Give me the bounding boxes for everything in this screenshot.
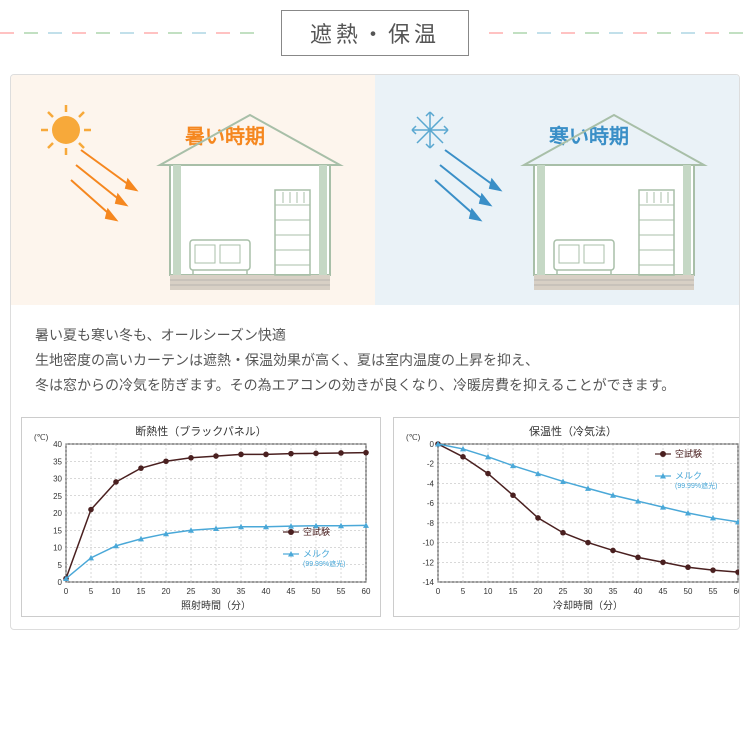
svg-text:25: 25 xyxy=(53,491,62,500)
svg-text:20: 20 xyxy=(534,587,543,596)
svg-text:10: 10 xyxy=(484,587,493,596)
svg-text:5: 5 xyxy=(461,587,466,596)
svg-text:30: 30 xyxy=(212,587,221,596)
svg-text:55: 55 xyxy=(709,587,718,596)
svg-text:照射時間（分）: 照射時間（分） xyxy=(181,600,251,612)
desc-line-1: 暑い夏も寒い冬も、オールシーズン快適 xyxy=(35,323,715,348)
charts-row: 断熱性（ブラックパネル） (℃) 0 5 10 15 20 25 30 35 40 0 5 10 15 20 2… xyxy=(11,417,739,629)
svg-text:空試験: 空試験 xyxy=(303,526,330,537)
svg-text:55: 55 xyxy=(337,587,346,596)
house-hot-illustration xyxy=(145,110,355,295)
svg-text:40: 40 xyxy=(53,440,62,449)
svg-text:(99.99%遮光): (99.99%遮光) xyxy=(675,481,717,490)
svg-text:20: 20 xyxy=(53,509,62,518)
seasons-row: 暑い時期 xyxy=(11,75,739,305)
svg-text:30: 30 xyxy=(584,587,593,596)
svg-text:45: 45 xyxy=(287,587,296,596)
insulation-chart: 断熱性（ブラックパネル） (℃) 0 5 10 15 20 25 30 35 40 0 5 10 15 20 2… xyxy=(21,417,381,617)
svg-text:冷却時間（分）: 冷却時間（分） xyxy=(553,599,623,612)
decorative-dashes-left xyxy=(0,32,261,34)
svg-text:メルク: メルク xyxy=(303,549,330,559)
svg-text:35: 35 xyxy=(609,587,618,596)
svg-text:(℃): (℃) xyxy=(406,433,421,442)
svg-text:0: 0 xyxy=(58,578,63,587)
description-block: 暑い夏も寒い冬も、オールシーズン快適 生地密度の高いカーテンは遮熱・保温効果が高… xyxy=(11,305,739,417)
svg-text:10: 10 xyxy=(112,587,121,596)
svg-text:-10: -10 xyxy=(422,538,434,547)
page-header: 遮熱・保温 xyxy=(0,0,750,66)
svg-text:35: 35 xyxy=(237,587,246,596)
svg-text:0: 0 xyxy=(436,587,441,596)
svg-text:-6: -6 xyxy=(427,499,435,508)
svg-text:メルク: メルク xyxy=(675,471,702,481)
svg-text:40: 40 xyxy=(262,587,271,596)
decorative-dashes-right xyxy=(489,32,750,34)
svg-text:40: 40 xyxy=(634,587,643,596)
svg-text:60: 60 xyxy=(362,587,371,596)
svg-text:50: 50 xyxy=(684,587,693,596)
svg-text:0: 0 xyxy=(430,440,435,449)
svg-text:15: 15 xyxy=(509,587,518,596)
svg-text:15: 15 xyxy=(53,526,62,535)
svg-text:60: 60 xyxy=(734,587,740,596)
svg-text:断熱性（ブラックパネル）: 断熱性（ブラックパネル） xyxy=(135,424,266,438)
svg-text:-8: -8 xyxy=(427,518,435,527)
cold-season-panel: 寒い時期 xyxy=(375,75,739,305)
svg-text:-4: -4 xyxy=(427,479,435,488)
svg-text:0: 0 xyxy=(64,587,69,596)
svg-text:20: 20 xyxy=(162,587,171,596)
svg-text:15: 15 xyxy=(137,587,146,596)
svg-text:5: 5 xyxy=(89,587,94,596)
svg-text:-2: -2 xyxy=(427,459,435,468)
page-title: 遮熱・保温 xyxy=(281,10,469,56)
svg-text:(99.99%遮光): (99.99%遮光) xyxy=(303,559,345,568)
heat-retention-chart: 保温性（冷気法） (℃) -14 -12 -10 -8 -6 -4 -2 0 0 5 10 15 20 25 3… xyxy=(393,417,740,617)
svg-text:25: 25 xyxy=(187,587,196,596)
svg-text:50: 50 xyxy=(312,587,321,596)
desc-line-3: 冬は窓からの冷気を防ぎます。その為エアコンの効きが良くなり、冷暖房費を抑えること… xyxy=(35,373,715,398)
svg-text:45: 45 xyxy=(659,587,668,596)
house-cold-illustration xyxy=(509,110,719,295)
svg-text:35: 35 xyxy=(53,457,62,466)
svg-text:30: 30 xyxy=(53,474,62,483)
svg-text:25: 25 xyxy=(559,587,568,596)
svg-text:空試験: 空試験 xyxy=(675,448,702,459)
svg-text:10: 10 xyxy=(53,543,62,552)
desc-line-2: 生地密度の高いカーテンは遮熱・保温効果が高く、夏は室内温度の上昇を抑え、 xyxy=(35,348,715,373)
main-container: 暑い時期 xyxy=(10,74,740,630)
svg-text:保温性（冷気法）: 保温性（冷気法） xyxy=(529,424,617,438)
svg-text:-14: -14 xyxy=(422,578,434,587)
svg-text:5: 5 xyxy=(58,560,63,569)
hot-season-panel: 暑い時期 xyxy=(11,75,375,305)
svg-text:-12: -12 xyxy=(422,558,434,567)
svg-text:(℃): (℃) xyxy=(34,433,49,442)
